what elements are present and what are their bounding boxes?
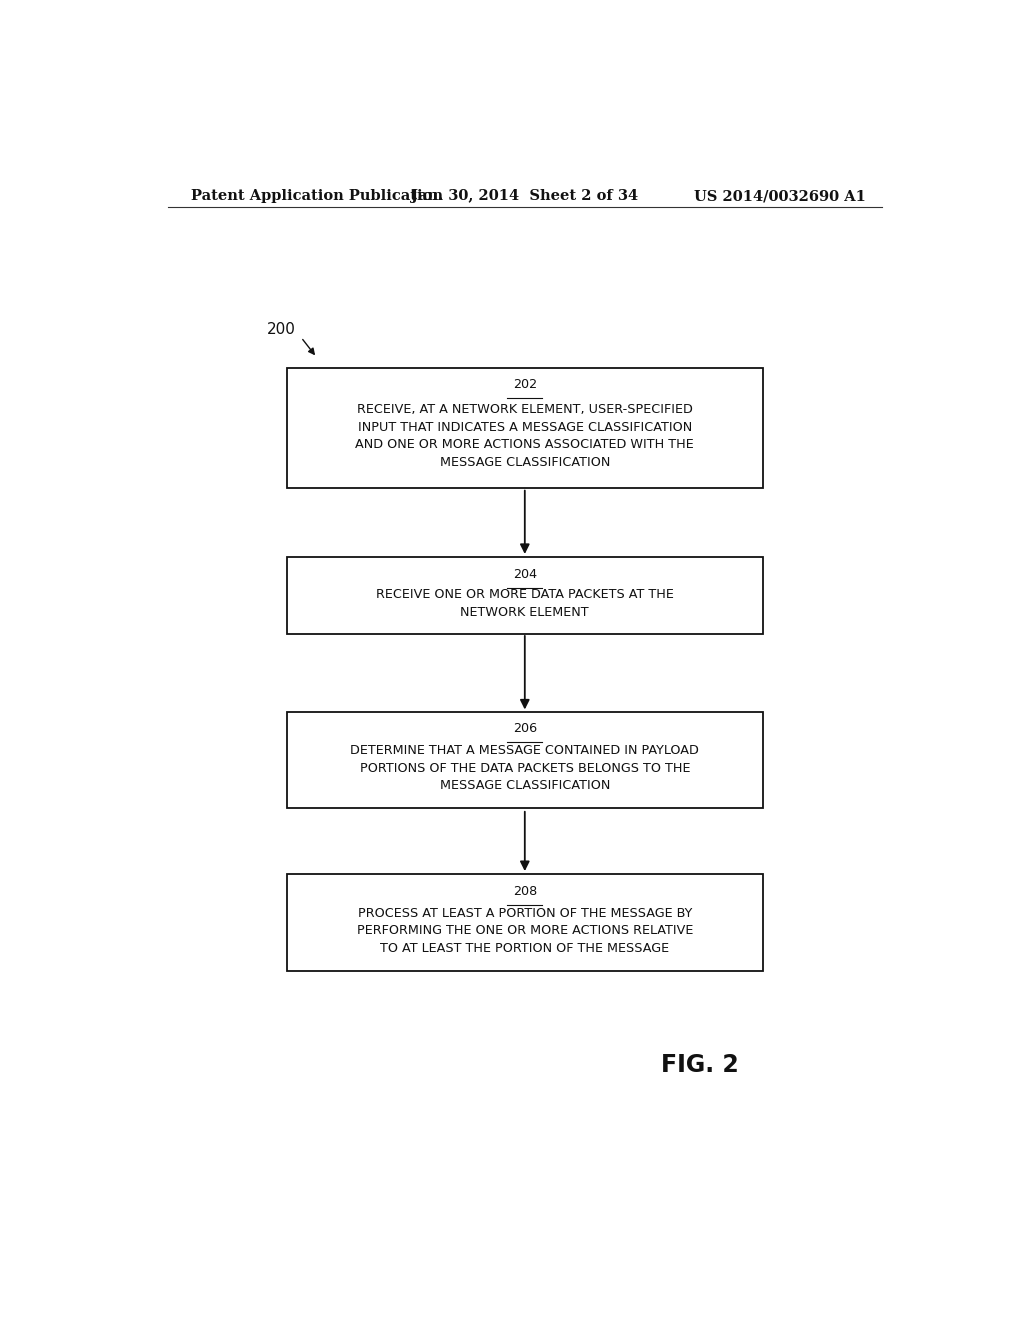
Text: 202: 202 <box>513 378 537 391</box>
Bar <box>287 874 763 972</box>
Text: RECEIVE, AT A NETWORK ELEMENT, USER-SPECIFIED
INPUT THAT INDICATES A MESSAGE CLA: RECEIVE, AT A NETWORK ELEMENT, USER-SPEC… <box>355 403 694 469</box>
Text: US 2014/0032690 A1: US 2014/0032690 A1 <box>694 189 866 203</box>
Bar <box>287 557 763 634</box>
Text: FIG. 2: FIG. 2 <box>660 1053 738 1077</box>
Text: PROCESS AT LEAST A PORTION OF THE MESSAGE BY
PERFORMING THE ONE OR MORE ACTIONS : PROCESS AT LEAST A PORTION OF THE MESSAG… <box>356 907 693 954</box>
Text: Patent Application Publication: Patent Application Publication <box>191 189 443 203</box>
Bar <box>287 711 763 808</box>
Bar <box>287 368 763 487</box>
Text: DETERMINE THAT A MESSAGE CONTAINED IN PAYLOAD
PORTIONS OF THE DATA PACKETS BELON: DETERMINE THAT A MESSAGE CONTAINED IN PA… <box>350 744 699 792</box>
Text: 206: 206 <box>513 722 537 735</box>
Text: 204: 204 <box>513 568 537 581</box>
Text: RECEIVE ONE OR MORE DATA PACKETS AT THE
NETWORK ELEMENT: RECEIVE ONE OR MORE DATA PACKETS AT THE … <box>376 589 674 619</box>
Text: 200: 200 <box>267 322 296 337</box>
Text: Jan. 30, 2014  Sheet 2 of 34: Jan. 30, 2014 Sheet 2 of 34 <box>412 189 638 203</box>
Text: 208: 208 <box>513 884 537 898</box>
